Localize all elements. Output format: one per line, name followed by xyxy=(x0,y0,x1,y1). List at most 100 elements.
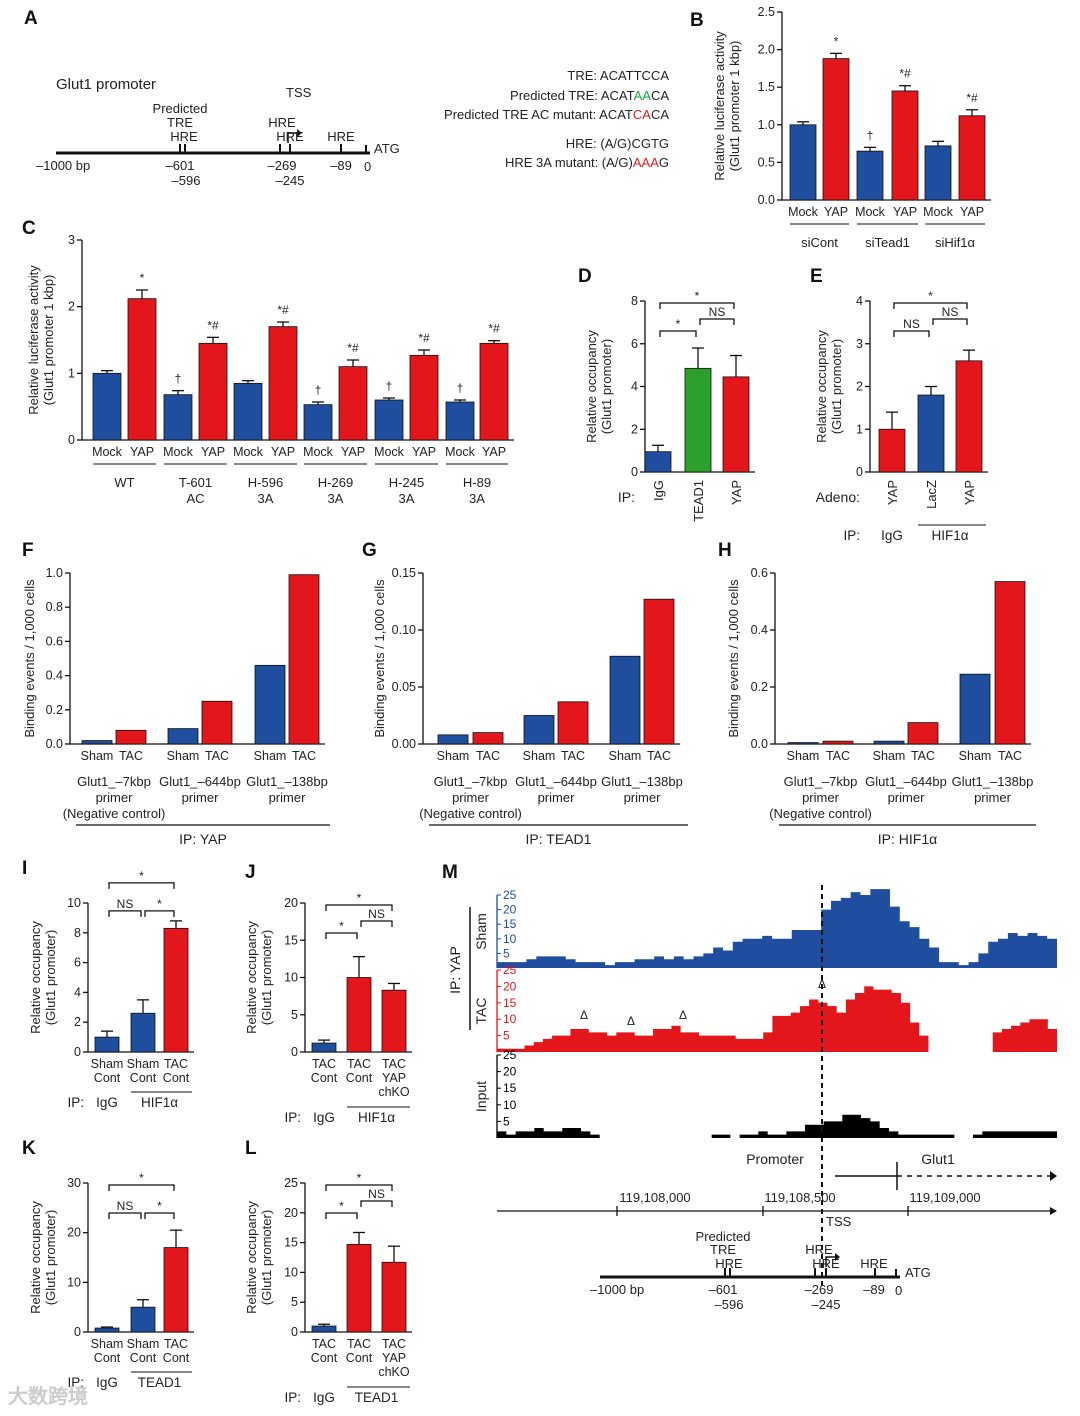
bar-label-line: TAC xyxy=(561,749,585,763)
ip-group-label: HIF1α xyxy=(931,528,968,543)
tss-arrowhead-icon xyxy=(297,129,302,137)
coverage-track-tac xyxy=(497,986,1057,1052)
bar-label-line: Mock xyxy=(303,445,334,459)
significance-bracket xyxy=(108,882,175,889)
y-tick-label: 30 xyxy=(67,1176,81,1190)
category-prefix-line: Adeno: xyxy=(816,489,860,505)
y-axis-label-line: Relative luciferase activity xyxy=(26,265,41,415)
significance-mark: *# xyxy=(347,341,359,355)
group-label-line: (Negative control) xyxy=(63,806,166,821)
ip-group-label-line: HIF1α xyxy=(358,1110,395,1125)
y-tick-label: 8 xyxy=(74,926,81,940)
bracket-label-line: NS xyxy=(117,1199,134,1213)
group-label: siTead1 xyxy=(865,235,910,250)
seq-tre: TRE: ACATTCCA xyxy=(567,68,669,83)
group-label-line: H-596 xyxy=(248,475,283,490)
panel-label-c: C xyxy=(22,218,36,239)
bar xyxy=(891,90,919,201)
bracket-label-line: NS xyxy=(709,305,726,319)
bar-label-line: Mock xyxy=(92,445,123,459)
promoter-title: Glut1 promoter xyxy=(56,76,157,93)
bracket-label: * xyxy=(139,1171,144,1185)
delta-annotation: Δ xyxy=(679,1008,687,1022)
significance-mark-line: * xyxy=(140,271,145,285)
bar-label: YAP xyxy=(824,205,848,219)
significance-bracket xyxy=(144,910,175,917)
ip-label: IP: TEAD1 xyxy=(526,831,592,847)
y-tick-label-line: 0.6 xyxy=(751,566,768,580)
bar xyxy=(374,399,404,441)
y-tick-label-line: 0.0 xyxy=(758,193,775,207)
y-tick-label: 1.0 xyxy=(46,566,63,580)
significance-mark: * xyxy=(140,271,145,285)
axis-arrow-icon xyxy=(1050,1207,1057,1215)
bracket-label-line: * xyxy=(695,289,700,303)
bar-label-line: Sham xyxy=(91,1337,124,1351)
track-label: Input xyxy=(473,1081,489,1112)
y-tick-label: 20 xyxy=(284,896,298,910)
track-tick-label: 20 xyxy=(503,1065,517,1079)
y-tick-label-line: 8 xyxy=(74,926,81,940)
bar-label-line: TAC xyxy=(119,749,143,763)
track-tick-label: 5 xyxy=(503,1029,510,1043)
bar-label-line: TAC xyxy=(347,1337,371,1351)
significance-mark: *# xyxy=(277,303,289,317)
bar xyxy=(644,451,672,473)
pos-596: –596 xyxy=(171,173,201,188)
bar-label-line: YAP xyxy=(271,445,295,459)
bar-label-line: Sham xyxy=(81,749,114,763)
bar-label-line: TAC xyxy=(312,1337,336,1351)
group-label-line: 3A xyxy=(399,491,415,506)
bar-label: Sham xyxy=(81,749,114,763)
y-tick-label-line: 4 xyxy=(856,294,863,308)
y-tick-label-line: 1 xyxy=(856,422,863,436)
significance-bracket xyxy=(325,904,393,911)
promoter-label: Promoter xyxy=(746,1151,804,1167)
y-tick-label-line: 0 xyxy=(291,1325,298,1339)
significance-mark: *# xyxy=(207,318,219,332)
group-label-line: Glut1_–138bp xyxy=(601,774,683,789)
y-tick-label: 6 xyxy=(631,337,638,351)
y-tick-label-line: 10 xyxy=(67,1275,81,1289)
track-tick-label-line: 10 xyxy=(503,932,517,946)
m-atg-label: ATG xyxy=(905,1265,931,1280)
y-tick-label-line: 15 xyxy=(284,933,298,947)
ip-label-line: IP: xyxy=(67,1095,84,1110)
bar xyxy=(878,428,906,473)
bar xyxy=(381,1261,407,1333)
y-tick-label: 0.10 xyxy=(392,623,416,637)
y-tick-label-line: 0.05 xyxy=(392,680,416,694)
m-pos-0: 0 xyxy=(895,1283,903,1298)
seq-text: CA xyxy=(650,88,669,103)
seq-hre: HRE: (A/G)CGTG xyxy=(565,136,669,151)
track-tick-label-line: 20 xyxy=(503,1065,517,1079)
bar xyxy=(94,1036,120,1053)
bar xyxy=(130,1012,156,1053)
track-label: Sham xyxy=(473,913,489,950)
bracket-label: * xyxy=(339,1199,344,1213)
y-tick-label-line: 20 xyxy=(284,896,298,910)
bracket-label: * xyxy=(139,869,144,883)
y-tick-label: 0.4 xyxy=(751,623,768,637)
track-label-line: TAC xyxy=(473,998,489,1025)
bar xyxy=(201,700,233,745)
y-tick-label: 4 xyxy=(631,380,638,394)
group-label-line: WT xyxy=(114,475,134,490)
y-tick-label: 0 xyxy=(74,1045,81,1059)
bar-label-line: Cont xyxy=(94,1351,121,1365)
ip-label: IP: HIF1α xyxy=(878,831,937,847)
y-tick-label: 2 xyxy=(856,380,863,394)
y-tick-label-line: 0.0 xyxy=(751,737,768,751)
significance-mark: † xyxy=(457,381,464,395)
group-label-line: primer xyxy=(624,790,662,805)
significance-mark-line: *# xyxy=(347,341,359,355)
bar-label: Sham xyxy=(787,749,820,763)
m-tss-label: TSS xyxy=(826,1214,852,1229)
